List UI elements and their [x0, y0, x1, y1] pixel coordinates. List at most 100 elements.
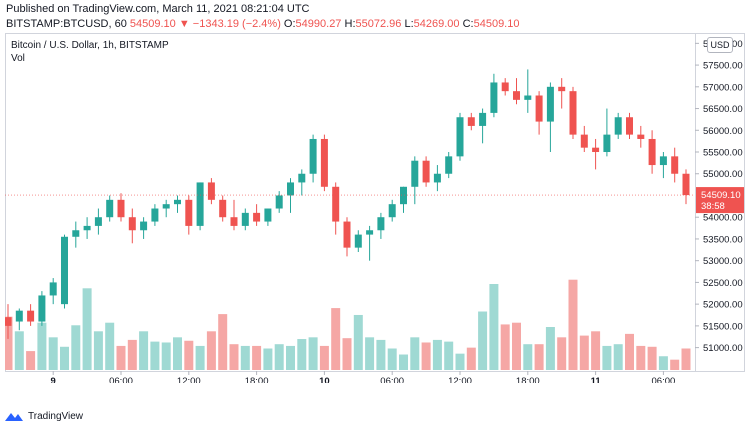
- candle-body: [671, 156, 679, 174]
- volume-bar: [387, 348, 397, 370]
- x-tick-label: 10: [319, 376, 330, 383]
- brand-name: TradingView: [28, 410, 84, 422]
- candle-body: [422, 160, 430, 183]
- candle-body: [467, 117, 475, 126]
- x-tick-label: 9: [51, 376, 56, 383]
- x-tick-label: 06:00: [652, 376, 676, 383]
- high-value: 55072.96: [355, 18, 402, 30]
- volume-bar: [613, 344, 623, 370]
- high-label: H:: [344, 18, 356, 30]
- volume-bar: [14, 331, 24, 370]
- volume-bar: [274, 344, 284, 370]
- last-price: 54509.10: [129, 18, 176, 30]
- y-tick-label: 55500.00: [703, 148, 743, 159]
- volume-bar: [455, 353, 465, 370]
- volume-bar: [523, 344, 533, 370]
- candle-body: [400, 186, 407, 205]
- candle-body: [546, 86, 554, 122]
- volume-bar: [399, 354, 408, 370]
- x-tick-label: 06:00: [380, 376, 404, 383]
- volume-bar: [195, 345, 205, 370]
- volume-bar: [5, 316, 13, 370]
- candle-body: [15, 310, 23, 322]
- x-tick-label: 18:00: [245, 376, 269, 383]
- candle-body: [524, 95, 532, 100]
- symbol-line: BITSTAMP:BTCUSD, 60 54509.10 ▼ −1343.19 …: [6, 17, 519, 31]
- volume-bar: [319, 345, 329, 370]
- candle-body: [626, 117, 633, 135]
- candle-body: [309, 138, 317, 174]
- volume-bar: [670, 359, 680, 370]
- volume-bar: [218, 314, 228, 370]
- candle-body: [49, 282, 57, 296]
- volume-bar: [184, 340, 194, 370]
- volume-bar: [591, 331, 601, 370]
- price-change: ▼ −1343.19 (−2.4%): [178, 18, 281, 30]
- volume-bar: [116, 345, 126, 370]
- volume-bar: [252, 345, 262, 370]
- candle-body: [185, 199, 193, 226]
- candle-body: [592, 147, 600, 153]
- volume-bar: [139, 331, 149, 370]
- candle-body: [501, 82, 509, 92]
- candle-body: [456, 117, 464, 157]
- y-tick-label: 51500.00: [703, 321, 743, 332]
- candlestick-chart[interactable]: 58000.0057500.0057000.0056500.0056000.00…: [5, 33, 745, 383]
- volume-bar: [579, 335, 589, 370]
- candle-body: [388, 204, 396, 218]
- candle-body: [207, 182, 215, 200]
- volume-bar: [173, 337, 182, 370]
- x-tick-label: 12:00: [177, 376, 201, 383]
- volume-bar: [37, 322, 47, 370]
- volume-bar: [421, 342, 431, 370]
- y-tick-label: 52000.00: [703, 300, 743, 311]
- volume-bar: [636, 345, 646, 370]
- low-label: L:: [404, 18, 414, 30]
- candle-body: [648, 138, 656, 166]
- volume-bar: [568, 279, 578, 370]
- candle-body: [27, 310, 35, 322]
- candle-body: [174, 199, 181, 205]
- candle-body: [94, 217, 102, 226]
- volume-bar: [625, 333, 634, 370]
- volume-bar: [105, 322, 115, 370]
- footer-brand[interactable]: TradingView: [4, 407, 83, 425]
- volume-bar: [410, 337, 420, 370]
- candle-body: [128, 217, 136, 231]
- candle-body: [38, 295, 46, 322]
- volume-bar: [127, 339, 137, 370]
- candle-body: [659, 156, 667, 166]
- low-value: 54269.00: [413, 18, 460, 30]
- volume-bar: [150, 341, 160, 370]
- candle-body: [287, 182, 294, 196]
- volume-bar: [602, 345, 612, 370]
- tradingview-logo-icon: [5, 413, 23, 421]
- candle-body: [614, 117, 622, 135]
- candle-body: [264, 208, 272, 222]
- candle-body: [253, 212, 261, 222]
- y-tick-label: 57500.00: [703, 61, 743, 72]
- y-tick-label: 51000.00: [703, 343, 743, 354]
- volume-bar: [82, 288, 92, 370]
- y-tick-label: 52500.00: [703, 278, 743, 289]
- volume-label: Vol: [11, 53, 25, 64]
- last-price-badge: [696, 187, 744, 214]
- y-tick-label: 56000.00: [703, 126, 743, 137]
- volume-bar: [500, 324, 510, 370]
- x-tick-label: 18:00: [516, 376, 540, 383]
- candle-body: [569, 91, 577, 135]
- candle-body: [320, 138, 328, 187]
- candle-body: [275, 195, 283, 209]
- candle-body: [445, 156, 453, 174]
- currency-button[interactable]: USD: [707, 37, 733, 53]
- volume-bar: [263, 348, 273, 370]
- volume-bar: [48, 337, 58, 370]
- y-tick-label: 56500.00: [703, 104, 743, 115]
- candle-body: [61, 236, 68, 305]
- volume-bar: [26, 351, 36, 370]
- volume-bar: [161, 342, 171, 370]
- chart-title: Bitcoin / U.S. Dollar, 1h, BITSTAMP: [11, 40, 169, 51]
- volume-bar: [681, 348, 691, 370]
- volume-bar: [534, 344, 544, 370]
- volume-bar: [478, 311, 488, 370]
